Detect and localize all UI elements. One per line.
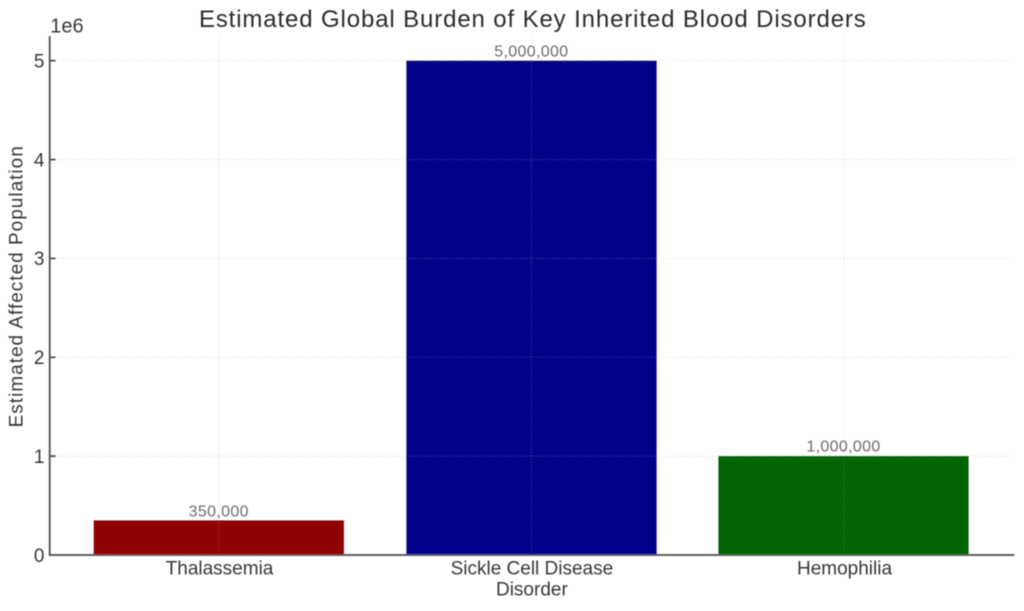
- svg-text:4: 4: [34, 150, 45, 171]
- svg-text:Disorder: Disorder: [496, 580, 568, 601]
- svg-text:Sickle Cell Disease: Sickle Cell Disease: [451, 559, 614, 580]
- svg-text:Hemophilia: Hemophilia: [797, 559, 892, 580]
- svg-text:Estimated Affected Population: Estimated Affected Population: [7, 145, 28, 427]
- svg-text:2: 2: [34, 348, 45, 369]
- svg-text:1e6: 1e6: [50, 16, 83, 38]
- svg-text:5,000,000: 5,000,000: [494, 43, 568, 60]
- svg-text:5: 5: [34, 52, 45, 73]
- svg-text:Thalassemia: Thalassemia: [166, 559, 274, 580]
- svg-text:1,000,000: 1,000,000: [806, 439, 880, 456]
- svg-text:Estimated Global Burden of Key: Estimated Global Burden of Key Inherited…: [199, 6, 867, 33]
- svg-text:1: 1: [34, 447, 45, 468]
- svg-text:3: 3: [34, 249, 45, 270]
- svg-text:0: 0: [34, 546, 45, 567]
- svg-text:350,000: 350,000: [189, 503, 249, 520]
